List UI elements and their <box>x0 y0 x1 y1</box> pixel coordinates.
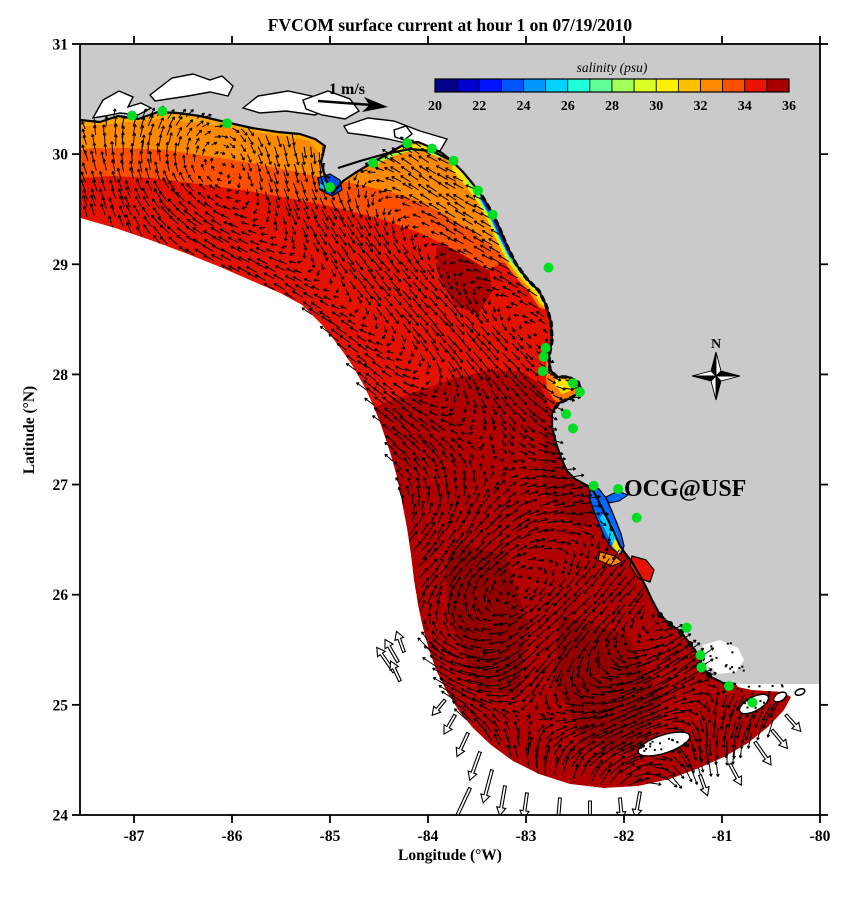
coastal-bays <box>91 73 449 152</box>
x-tick-labels: -87 -86 -85 -84 -83 -82 -81 -80 <box>124 828 831 845</box>
axis-ticks <box>72 36 828 823</box>
plot-area <box>80 44 820 815</box>
svg-text:29: 29 <box>53 257 69 274</box>
svg-text:26: 26 <box>53 587 69 604</box>
svg-text:-80: -80 <box>810 828 831 845</box>
svg-text:-86: -86 <box>222 828 243 845</box>
svg-text:34: 34 <box>738 99 752 114</box>
open-boundary-arrows <box>376 630 802 815</box>
y-axis-label: Latitude (°N) <box>21 386 38 474</box>
svg-text:24: 24 <box>517 99 531 114</box>
annotation-ocg-usf: OCG@USF <box>624 476 746 502</box>
x-axis-label: Longitude (°W) <box>398 847 502 864</box>
svg-text:26: 26 <box>561 99 575 114</box>
compass-rose-icon <box>691 351 741 401</box>
scale-arrow-head <box>362 97 388 112</box>
svg-text:-82: -82 <box>614 828 635 845</box>
svg-text:30: 30 <box>53 147 69 164</box>
plot-frame <box>79 43 821 816</box>
colorbar-cells <box>434 78 790 93</box>
svg-text:25: 25 <box>53 697 69 714</box>
y-tick-labels: 24 25 26 27 28 29 30 31 <box>53 37 69 825</box>
svg-text:-85: -85 <box>320 828 341 845</box>
colorbar: salinity (psu) 20 22 24 26 28 30 32 34 36 <box>428 60 796 114</box>
scale-arrow: 1 m/s <box>317 81 388 112</box>
colorbar-frame <box>434 78 790 93</box>
svg-text:22: 22 <box>472 99 486 114</box>
svg-text:-87: -87 <box>124 828 145 845</box>
svg-text:-83: -83 <box>516 828 537 845</box>
scale-arrow-shaft <box>317 99 373 107</box>
svg-text:28: 28 <box>605 99 619 114</box>
svg-text:27: 27 <box>53 477 69 494</box>
compass-north-label: N <box>711 337 721 352</box>
svg-text:-84: -84 <box>418 828 439 845</box>
current-vector-arrows <box>80 105 781 791</box>
figure-title: FVCOM surface current at hour 1 on 07/19… <box>268 15 633 35</box>
svg-text:28: 28 <box>53 367 69 384</box>
svg-text:32: 32 <box>694 99 708 114</box>
svg-text:36: 36 <box>782 99 796 114</box>
land-region <box>80 44 820 684</box>
svg-text:31: 31 <box>53 37 69 54</box>
station-markers <box>127 106 758 708</box>
colorbar-tick-labels: 20 22 24 26 28 30 32 34 36 <box>428 99 796 114</box>
svg-text:-81: -81 <box>712 828 733 845</box>
colorbar-label: salinity (psu) <box>577 60 648 75</box>
scale-arrow-label: 1 m/s <box>329 81 365 98</box>
svg-text:20: 20 <box>428 99 442 114</box>
svg-text:30: 30 <box>649 99 663 114</box>
ocean-model-domain <box>80 112 791 788</box>
svg-text:24: 24 <box>53 807 69 824</box>
